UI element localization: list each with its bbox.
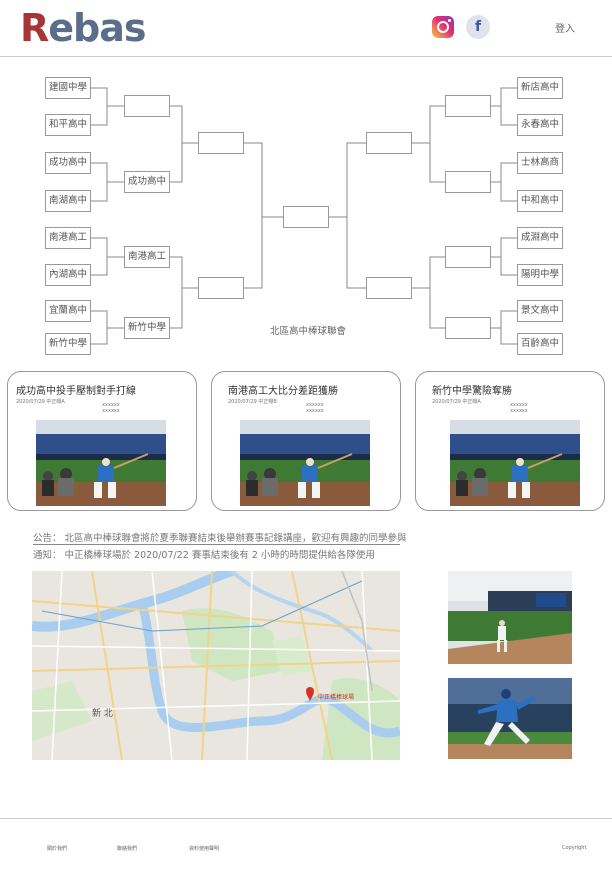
bracket-team-left-5: 南港高工 bbox=[45, 227, 91, 249]
bracket-lines bbox=[91, 87, 517, 345]
pitcher-photo bbox=[448, 678, 572, 759]
bracket-team-right-7: 景文高中 bbox=[517, 300, 563, 322]
news-card[interactable]: 南港高工大比分差距獲勝 2020/07/29 中正曝B xxxxxx xxxxx… bbox=[211, 371, 401, 511]
news-date: 2020/07/29 中正曝B bbox=[228, 399, 277, 405]
map-area-label: 新 北 bbox=[92, 707, 113, 719]
news-placeholder: xxxxxx bbox=[510, 408, 528, 414]
league-name: 北區高中棒球聯會 bbox=[270, 326, 347, 337]
news-title: 新竹中學驚險奪勝 bbox=[432, 386, 512, 397]
bracket-team-left-6: 內湖高中 bbox=[45, 264, 91, 286]
bracket-team-left-4: 南湖高中 bbox=[45, 190, 91, 212]
news-card[interactable]: 新竹中學驚險奪勝 2020/07/29 中正曝A xxxxxx xxxxxx bbox=[415, 371, 605, 511]
logo-part-rest: ebas bbox=[48, 6, 146, 50]
bracket-team-left-8: 新竹中學 bbox=[45, 333, 91, 355]
bracket-semi-left-1 bbox=[198, 132, 244, 154]
bracket-team-right-3: 士林高商 bbox=[517, 152, 563, 174]
site-logo[interactable]: Rebas bbox=[20, 6, 147, 50]
news-placeholder: xxxxxx bbox=[102, 408, 120, 414]
bracket-r2-right-3 bbox=[445, 246, 491, 268]
bracket-team-right-6: 陽明中學 bbox=[517, 264, 563, 286]
bracket-semi-right-1 bbox=[366, 132, 412, 154]
bracket-semi-right-2 bbox=[366, 277, 412, 299]
bracket-team-left-2: 和平高中 bbox=[45, 114, 91, 136]
footer-divider bbox=[0, 818, 612, 819]
bracket-r2-left-1 bbox=[124, 95, 170, 117]
news-placeholder: xxxxxx bbox=[306, 408, 324, 414]
bracket-semi-left-2 bbox=[198, 277, 244, 299]
news-title: 南港高工大比分差距獲勝 bbox=[228, 386, 338, 397]
bracket-team-right-8: 百齡高中 bbox=[517, 333, 563, 355]
footer-link-about[interactable]: 關於我們 bbox=[47, 846, 68, 852]
instagram-icon[interactable] bbox=[432, 16, 454, 38]
bracket-team-right-4: 中和高中 bbox=[517, 190, 563, 212]
notice-divider bbox=[33, 544, 400, 545]
bracket-team-left-3: 成功高中 bbox=[45, 152, 91, 174]
map-pin-label: 中正橋棒球場 bbox=[318, 693, 354, 701]
bracket-team-left-7: 宜蘭高中 bbox=[45, 300, 91, 322]
news-photo bbox=[450, 420, 580, 506]
bracket-r2-left-2: 成功高中 bbox=[124, 171, 170, 193]
news-photo bbox=[36, 420, 166, 506]
bracket-r2-right-4 bbox=[445, 317, 491, 339]
bracket-team-right-5: 成淵高中 bbox=[517, 227, 563, 249]
news-date: 2020/07/29 中正曝A bbox=[16, 399, 65, 405]
stadium-photo bbox=[448, 571, 572, 664]
bracket-team-right-1: 新店高中 bbox=[517, 77, 563, 99]
news-photo bbox=[240, 420, 370, 506]
footer-link-contact[interactable]: 聯絡我們 bbox=[117, 846, 138, 852]
bracket-team-right-2: 永春高中 bbox=[517, 114, 563, 136]
news-title: 成功高中投手壓制對手打線 bbox=[16, 386, 136, 397]
logo-part-r: R bbox=[20, 6, 49, 50]
news-card[interactable]: 成功高中投手壓制對手打線 2020/07/29 中正曝A xxxxxx xxxx… bbox=[7, 371, 197, 511]
notification-text: 通知： 中正橋棒球場於 2020/07/22 賽事結束後有 2 小時的時間提供給… bbox=[33, 550, 375, 561]
copyright-text: Copyright bbox=[562, 845, 587, 851]
bracket-r2-right-1 bbox=[445, 95, 491, 117]
login-link[interactable]: 登入 bbox=[555, 24, 575, 35]
footer-link-data-policy[interactable]: 資料使用聲明 bbox=[189, 846, 220, 852]
news-placeholder: xxxxxx bbox=[102, 402, 120, 408]
facebook-icon[interactable]: f bbox=[466, 15, 490, 39]
bracket-final bbox=[283, 206, 329, 228]
news-placeholder: xxxxxx bbox=[510, 402, 528, 408]
announcement-text: 公告： 北區高中棒球聯會將於夏季聯賽結束後舉辦賽事記錄講座，歡迎有興趣的同學參與 bbox=[33, 533, 407, 544]
bracket-team-left-1: 建國中學 bbox=[45, 77, 91, 99]
bracket-r2-left-4: 新竹中學 bbox=[124, 317, 170, 339]
bracket-r2-right-2 bbox=[445, 171, 491, 193]
header-divider bbox=[0, 56, 612, 57]
news-date: 2020/07/29 中正曝A bbox=[432, 399, 481, 405]
location-map[interactable]: 中正橋棒球場 新 北 bbox=[32, 571, 400, 760]
news-placeholder: xxxxxx bbox=[306, 402, 324, 408]
bracket-r2-left-3: 南港高工 bbox=[124, 246, 170, 268]
